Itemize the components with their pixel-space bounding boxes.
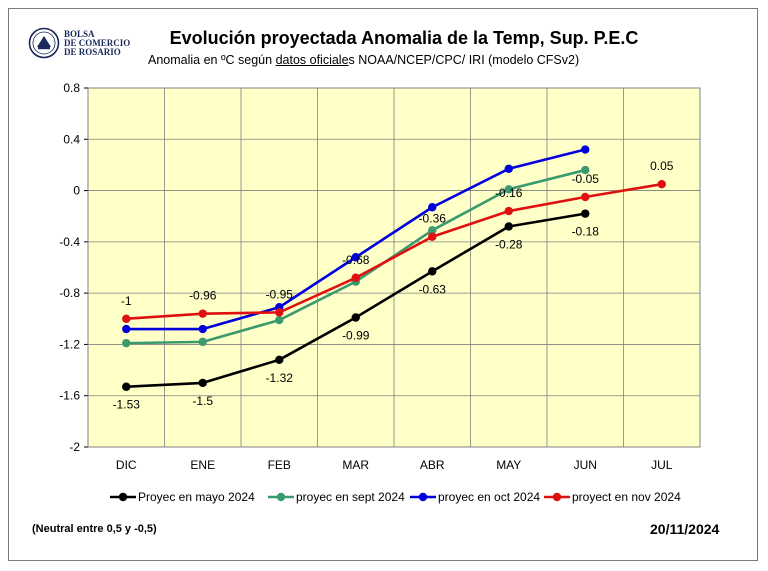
data-point-mayo <box>198 378 207 388</box>
data-point-sept <box>122 338 131 348</box>
data-label-mayo: -0.18 <box>572 225 600 239</box>
y-tick-label: 0 <box>73 184 80 198</box>
data-point-sept <box>198 337 207 347</box>
data-point-oct <box>351 253 360 262</box>
data-point-mayo <box>428 267 437 276</box>
data-point-mayo <box>122 382 131 391</box>
y-tick-label: -1.6 <box>59 389 80 403</box>
data-point-nov <box>504 206 513 216</box>
x-tick-label: MAR <box>342 458 369 472</box>
y-tick-label: 0.4 <box>63 132 80 146</box>
legend-label-oct: proyec en oct 2024 <box>438 490 540 504</box>
data-label-nov: -0.16 <box>495 186 523 200</box>
data-point-nov <box>275 308 284 317</box>
chart-subtitle: Anomalia en ºC según datos oficiales NOA… <box>148 53 580 67</box>
data-point-nov <box>428 232 437 241</box>
report-date: 20/11/2024 <box>650 521 720 537</box>
y-tick-label: 0.8 <box>63 81 80 95</box>
data-label-mayo: -0.99 <box>342 329 370 343</box>
legend-label-sept: proyec en sept 2024 <box>296 490 405 504</box>
x-tick-label: MAY <box>496 458 521 472</box>
legend-label-nov: proyect en nov 2024 <box>572 490 681 504</box>
data-label-nov: -0.68 <box>342 253 370 267</box>
data-label-nov: -0.95 <box>266 287 294 301</box>
legend-marker-oct <box>418 492 428 502</box>
data-label-mayo: -0.28 <box>495 237 523 251</box>
x-tick-label: FEB <box>268 458 291 472</box>
x-tick-label: JUN <box>574 458 597 472</box>
legend-marker-nov <box>552 492 562 502</box>
data-point-nov <box>351 273 360 282</box>
x-tick-label: JUL <box>651 458 673 472</box>
x-tick-label: ENE <box>190 458 215 472</box>
data-point-mayo <box>504 222 513 231</box>
data-label-mayo: -1.32 <box>266 371 294 385</box>
data-label-mayo: -1.5 <box>192 394 213 408</box>
data-point-sept <box>275 315 284 325</box>
data-point-oct <box>122 324 131 334</box>
y-tick-label: -0.4 <box>59 235 80 249</box>
data-point-mayo <box>351 313 360 322</box>
seal-icon <box>28 27 60 59</box>
data-label-nov: -0.96 <box>189 289 217 303</box>
data-point-mayo <box>581 209 590 218</box>
x-tick-label: DIC <box>116 458 137 472</box>
data-label-mayo: -1.53 <box>113 398 141 412</box>
data-point-nov <box>581 192 590 202</box>
data-label-nov: 0.05 <box>650 159 674 173</box>
data-label-nov: -0.36 <box>419 212 447 226</box>
legend-marker-sept <box>276 492 286 502</box>
chart-title: Evolución proyectada Anomalia de la Temp… <box>169 28 639 48</box>
y-tick-label: -2 <box>69 440 80 454</box>
data-point-sept <box>581 165 590 175</box>
data-point-nov <box>657 179 666 189</box>
neutral-note: (Neutral entre 0,5 y -0,5) <box>32 523 157 535</box>
legend-marker-mayo <box>118 492 128 502</box>
data-label-nov: -0.05 <box>572 172 600 186</box>
data-point-mayo <box>275 355 284 365</box>
data-point-nov <box>198 309 207 318</box>
data-point-oct <box>428 203 437 212</box>
logo: BOLSA DE COMERCIO DE ROSARIO <box>28 27 148 61</box>
data-label-mayo: -0.63 <box>419 282 447 296</box>
data-point-oct <box>504 164 513 173</box>
logo-text: BOLSA DE COMERCIO DE ROSARIO <box>64 29 131 57</box>
data-point-nov <box>122 314 131 323</box>
data-point-sept <box>428 226 437 235</box>
data-label-nov: -1 <box>121 294 132 308</box>
x-tick-label: ABR <box>420 458 445 472</box>
data-point-sept <box>504 185 513 194</box>
data-point-oct <box>198 324 207 334</box>
y-tick-label: -1.2 <box>59 337 80 351</box>
legend-label-mayo: Proyec en mayo 2024 <box>138 490 255 504</box>
y-tick-label: -0.8 <box>59 286 80 300</box>
data-point-oct <box>581 145 590 154</box>
series-line-nov <box>126 182 662 321</box>
